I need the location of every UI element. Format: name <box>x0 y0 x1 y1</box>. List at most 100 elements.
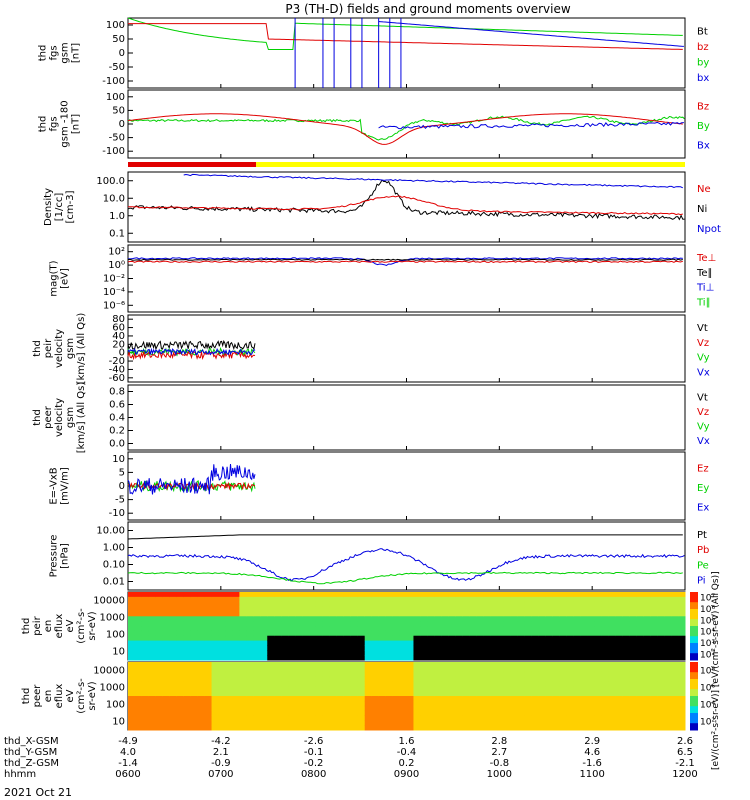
peir-spectrogram-cell <box>197 655 206 661</box>
peir-spectrogram-cell <box>204 645 213 651</box>
peir-spectrogram-cell <box>503 592 512 598</box>
peer-spectrogram-cell <box>378 676 387 682</box>
peer-spectrogram-cell <box>232 715 240 721</box>
peer-spectrogram-cell <box>183 671 192 678</box>
peer-spectrogram-cell <box>281 720 289 726</box>
peir-spectrogram-cell <box>629 616 637 622</box>
peir-spectrogram-cell <box>510 592 519 598</box>
peer-spectrogram-cell <box>288 720 296 726</box>
peer-spectrogram-cell <box>329 686 338 692</box>
peir-spectrogram-cell <box>225 596 233 603</box>
peir-spectrogram-cell <box>664 596 672 603</box>
peer-colorbar <box>690 702 698 707</box>
peir-spectrogram-cell <box>615 592 623 598</box>
peer-spectrogram-cell <box>517 715 526 721</box>
peer-spectrogram-cell <box>183 725 192 731</box>
peer-spectrogram-cell <box>545 676 554 682</box>
peir-spectrogram-cell <box>253 616 261 622</box>
y-tick-label: 10.0 <box>103 193 125 204</box>
peir-spectrogram-cell <box>559 601 568 608</box>
peir-spectrogram-cell <box>657 596 665 603</box>
peer-spectrogram-cell <box>503 696 512 702</box>
peir-spectrogram-cell <box>399 640 407 646</box>
peir-spectrogram-cell <box>288 596 296 603</box>
peer-spectrogram-cell <box>678 666 686 673</box>
peir-spectrogram-cell <box>427 626 435 632</box>
peer-spectrogram-cell <box>155 720 164 726</box>
peer-spectrogram-cell <box>441 666 449 673</box>
peer-spectrogram-cell <box>580 710 589 716</box>
peir-spectrogram-cell <box>162 592 171 598</box>
peir-spectrogram-cell <box>587 611 595 617</box>
peir-spectrogram-cell <box>288 635 296 642</box>
peir-spectrogram-cell <box>295 630 303 637</box>
legend-entry: Vy <box>697 353 710 364</box>
peer-spectrogram-cell <box>218 671 226 678</box>
peer-spectrogram-cell <box>295 700 303 707</box>
peer-spectrogram-cell <box>601 681 609 687</box>
series-Ti <box>127 257 683 266</box>
peer-spectrogram-cell <box>371 691 380 697</box>
peir-spectrogram-cell <box>462 621 470 627</box>
peer-spectrogram-cell <box>204 725 213 731</box>
peer-spectrogram-cell <box>483 720 491 726</box>
peir-spectrogram-cell <box>664 621 672 627</box>
peir-spectrogram-cell <box>288 655 296 661</box>
peer-spectrogram-cell <box>427 720 435 726</box>
peir-spectrogram-cell <box>587 606 595 612</box>
peir-spectrogram-cell <box>322 650 331 656</box>
peir-spectrogram-cell <box>545 616 554 622</box>
peir-spectrogram-cell <box>281 611 289 617</box>
legend-entry: Ne <box>697 184 711 195</box>
peir-spectrogram-cell <box>281 650 289 656</box>
peir-spectrogram-cell <box>503 645 512 651</box>
peer-spectrogram-cell <box>622 710 630 716</box>
peir-spectrogram-cell <box>364 596 373 603</box>
peir-spectrogram-cell <box>524 621 533 627</box>
peir-spectrogram-cell <box>503 606 512 612</box>
peir-spectrogram-cell <box>566 650 575 656</box>
series-Te <box>127 260 683 263</box>
peer-spectrogram-cell <box>190 691 199 697</box>
peer-spectrogram-cell <box>302 700 310 707</box>
peir-spectrogram-cell <box>371 611 380 617</box>
peer-spectrogram-cell <box>503 681 512 687</box>
peir-spectrogram-cell <box>441 606 449 612</box>
peer-spectrogram-cell <box>322 676 331 682</box>
peir-spectrogram-cell <box>490 596 498 603</box>
peir-spectrogram-cell <box>448 606 456 612</box>
peer-spectrogram-cell <box>420 662 428 668</box>
peir-spectrogram-cell <box>587 596 595 603</box>
peir-spectrogram-cell <box>169 592 178 598</box>
peer-spectrogram-cell <box>650 705 658 712</box>
peer-spectrogram-cell <box>357 725 366 731</box>
peir-spectrogram-cell <box>315 626 324 632</box>
peir-spectrogram-cell <box>225 601 233 608</box>
peir-spectrogram-cell <box>441 616 449 622</box>
peir-spectrogram-cell <box>364 616 373 622</box>
peer-spectrogram-cell <box>636 681 644 687</box>
peer-spectrogram-cell <box>322 696 331 702</box>
peer-spectrogram-cell <box>385 691 394 697</box>
peir-spectrogram-cell <box>406 635 414 642</box>
peir-spectrogram-cell <box>538 650 547 656</box>
peir-spectrogram-cell <box>315 655 324 661</box>
peer-spectrogram-cell <box>678 676 686 682</box>
peer-spectrogram-cell <box>587 671 595 678</box>
peer-spectrogram-cell <box>162 705 171 712</box>
peer-spectrogram-cell <box>141 676 150 682</box>
peer-spectrogram-cell <box>281 666 289 673</box>
peir-spectrogram-cell <box>587 635 595 642</box>
peer-spectrogram-cell <box>615 715 623 721</box>
peir-spectrogram-cell <box>566 616 575 622</box>
peer-spectrogram-cell <box>524 662 533 668</box>
peir-spectrogram-cell <box>573 621 582 627</box>
peir-spectrogram-cell <box>385 640 394 646</box>
peir-spectrogram-cell <box>594 616 602 622</box>
peer-spectrogram-cell <box>364 715 373 721</box>
peer-spectrogram-cell <box>128 705 136 712</box>
peir-spectrogram-cell <box>148 601 157 608</box>
peer-spectrogram-cell <box>483 700 491 707</box>
peer-spectrogram-cell <box>162 662 171 668</box>
peir-spectrogram-cell <box>392 596 401 603</box>
